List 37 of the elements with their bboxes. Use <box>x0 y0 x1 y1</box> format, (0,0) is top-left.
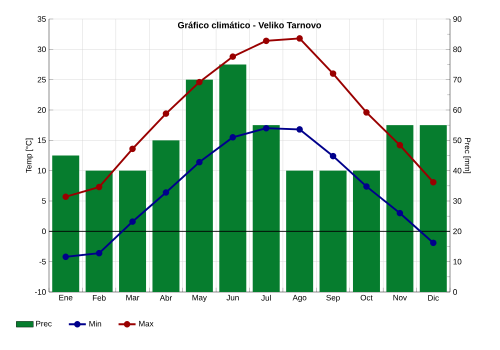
point <box>296 126 303 133</box>
bar <box>386 125 414 292</box>
bar <box>86 170 113 292</box>
point <box>363 109 370 116</box>
point <box>396 142 404 148</box>
point <box>230 53 236 60</box>
point <box>330 152 336 160</box>
point <box>230 134 236 141</box>
point <box>363 183 370 190</box>
point <box>262 38 270 44</box>
bar <box>119 170 146 292</box>
point <box>262 124 270 132</box>
point <box>430 178 437 186</box>
point <box>96 184 102 190</box>
point <box>196 158 203 166</box>
point <box>330 70 336 77</box>
bar <box>52 156 80 292</box>
bar <box>286 170 314 292</box>
point <box>129 146 136 152</box>
point <box>162 189 170 196</box>
point <box>62 194 69 200</box>
point <box>196 78 203 86</box>
point <box>62 254 69 260</box>
chart-title: Gráfico climático - Veliko Tarnovo <box>178 22 322 28</box>
bar <box>252 125 280 292</box>
bar <box>186 80 213 292</box>
bar <box>420 125 447 292</box>
bar <box>352 170 380 292</box>
point <box>296 35 303 42</box>
point <box>162 110 170 117</box>
bar <box>219 64 246 292</box>
point <box>96 250 102 256</box>
bar <box>152 140 180 292</box>
point <box>430 240 437 246</box>
point <box>129 218 136 225</box>
bar <box>320 170 347 292</box>
point <box>396 210 404 216</box>
